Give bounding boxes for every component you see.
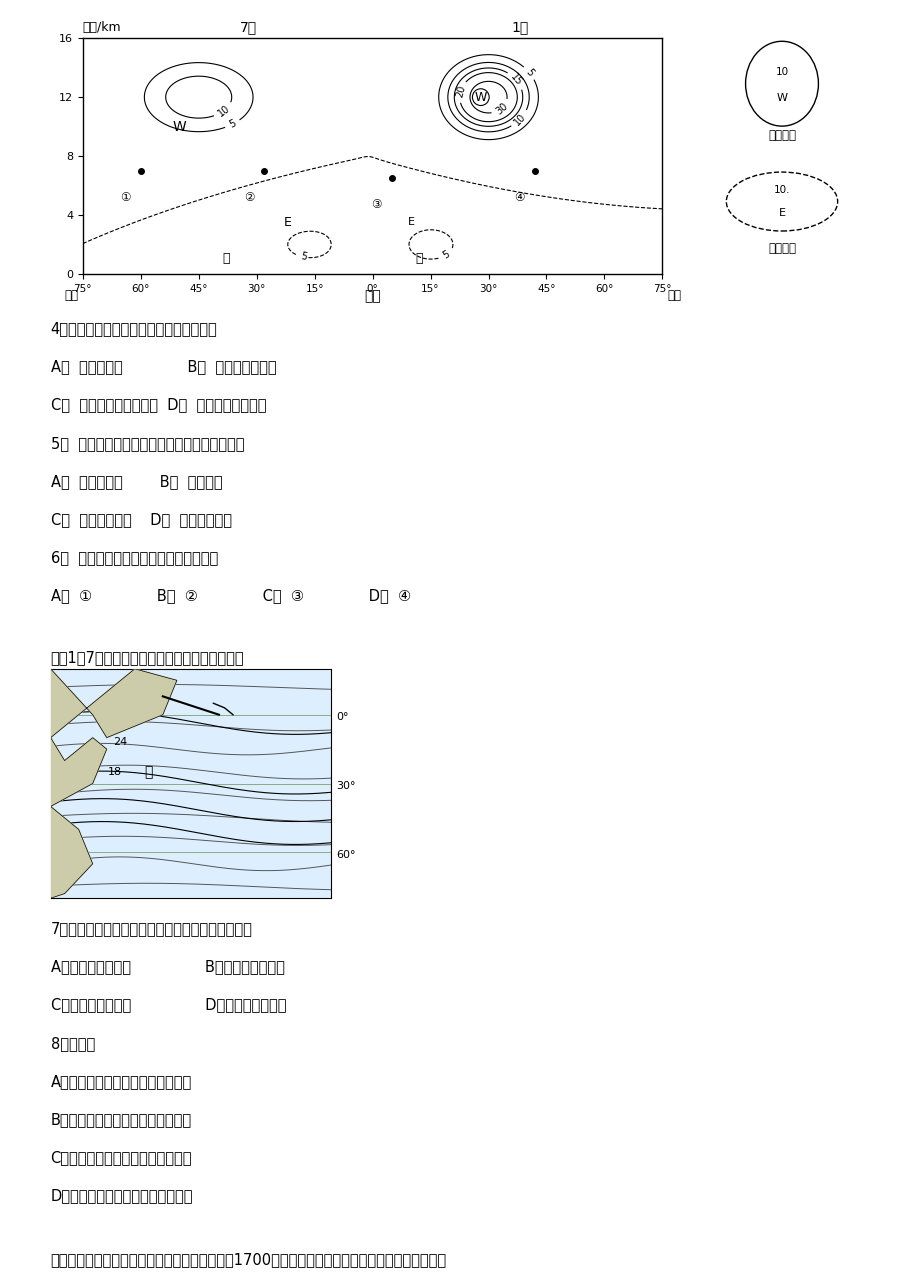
- Polygon shape: [51, 669, 176, 738]
- Text: A．寒流，流向西北                B．暖流，流向东南: A．寒流，流向西北 B．暖流，流向东南: [51, 959, 284, 975]
- Text: 0°: 0°: [335, 712, 348, 722]
- Text: ③: ③: [370, 199, 381, 211]
- Text: 5: 5: [523, 68, 535, 79]
- Text: 6．  图中风向和风速季节变化最大的点是: 6． 图中风向和风速季节变化最大的点是: [51, 550, 218, 566]
- Text: 乙: 乙: [414, 252, 422, 265]
- Text: 河南郭亮村位于太行山一处绝壁之巅。这里海拔1700米，三面环山，一面临崖，岩石以砂岩为主。: 河南郭亮村位于太行山一处绝壁之巅。这里海拔1700米，三面环山，一面临崖，岩石以…: [51, 1252, 447, 1268]
- Text: 30: 30: [494, 101, 509, 116]
- Text: 10: 10: [216, 103, 232, 118]
- Text: 西风风速: 西风风速: [767, 129, 795, 143]
- Text: 20: 20: [454, 84, 466, 99]
- Text: 北纬: 北纬: [666, 289, 680, 302]
- Text: 1月: 1月: [511, 20, 528, 34]
- Text: 纬度: 纬度: [364, 289, 380, 303]
- Text: E: E: [283, 215, 291, 229]
- Text: B．沿岸降水稀少，以荒漠景观为主: B．沿岸降水稀少，以荒漠景观为主: [51, 1112, 191, 1127]
- Text: A．较同纬度其他海域水循环更活跃: A．较同纬度其他海域水循环更活跃: [51, 1074, 192, 1089]
- Polygon shape: [51, 738, 107, 806]
- Text: W: W: [173, 120, 186, 134]
- Text: 东风风速: 东风风速: [767, 242, 795, 255]
- Text: 7．有关甲海域洋流性质及其流向的说法，正确的是: 7．有关甲海域洋流性质及其流向的说法，正确的是: [51, 921, 252, 936]
- Text: 甲: 甲: [221, 252, 229, 265]
- Text: 15: 15: [508, 73, 524, 88]
- Text: 5: 5: [440, 250, 451, 261]
- Text: 7月: 7月: [240, 20, 256, 34]
- Text: 5: 5: [300, 251, 307, 262]
- Text: A．  热带雨林带              B．  亚热带硬叶林带: A． 热带雨林带 B． 亚热带硬叶林带: [51, 359, 276, 375]
- Text: 北纬: 北纬: [64, 289, 78, 302]
- Text: W: W: [474, 90, 486, 103]
- Text: ④: ④: [514, 191, 524, 204]
- Text: 10.: 10.: [773, 185, 789, 195]
- Text: C．分布有寒、暖流交汇成的大渔场: C．分布有寒、暖流交汇成的大渔场: [51, 1150, 192, 1166]
- Text: 18: 18: [108, 767, 122, 777]
- Text: A．  ①              B．  ②              C．  ③              D．  ④: A． ① B． ② C． ③ D． ④: [51, 589, 410, 604]
- Text: E: E: [777, 209, 785, 218]
- Text: 10: 10: [512, 111, 528, 127]
- Text: 10: 10: [775, 68, 788, 76]
- Text: 图为1月7日水温分布图。读图，完成下列问题。: 图为1月7日水温分布图。读图，完成下列问题。: [51, 650, 244, 665]
- Text: 4．图中甲处如果是陆地，则其自然带属于: 4．图中甲处如果是陆地，则其自然带属于: [51, 321, 217, 336]
- Polygon shape: [51, 806, 93, 898]
- Text: C．  向低纬度弯曲    D．  向高纬度弯曲: C． 向低纬度弯曲 D． 向高纬度弯曲: [51, 512, 232, 527]
- Text: 5: 5: [227, 118, 237, 130]
- Text: ②: ②: [244, 191, 254, 204]
- Text: 30°: 30°: [335, 781, 355, 791]
- Text: D．水温分布主要受其沿岸大陆影响: D．水温分布主要受其沿岸大陆影响: [51, 1189, 193, 1204]
- Text: 甲: 甲: [144, 766, 153, 778]
- Text: 5．  图中乙处若为大陆西岸，则附近海洋等温线: 5． 图中乙处若为大陆西岸，则附近海洋等温线: [51, 436, 244, 451]
- Text: C．  亚热带常绿阔叶林带  D．  温带落叶阔叶林带: C． 亚热带常绿阔叶林带 D． 温带落叶阔叶林带: [51, 397, 266, 413]
- Text: A．  与赤道平行        B．  向北弯曲: A． 与赤道平行 B． 向北弯曲: [51, 474, 222, 489]
- Text: W: W: [776, 93, 787, 103]
- Text: 60°: 60°: [335, 850, 355, 860]
- Text: E: E: [407, 218, 414, 227]
- Text: 24: 24: [114, 738, 128, 748]
- Text: 8．甲海域: 8．甲海域: [51, 1036, 95, 1051]
- Text: ①: ①: [119, 191, 130, 204]
- Text: C．寒流，流向东南                D．暖流，流向西北: C．寒流，流向东南 D．暖流，流向西北: [51, 998, 286, 1013]
- Text: 高度/km: 高度/km: [83, 22, 121, 34]
